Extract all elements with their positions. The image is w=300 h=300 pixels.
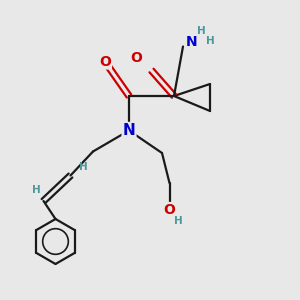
- Text: H: H: [32, 184, 40, 195]
- Text: H: H: [173, 216, 182, 226]
- Text: H: H: [206, 35, 214, 46]
- Text: H: H: [197, 26, 206, 36]
- Text: O: O: [164, 203, 175, 217]
- Text: O: O: [99, 55, 111, 68]
- Text: H: H: [79, 162, 88, 172]
- Text: N: N: [123, 123, 135, 138]
- Text: N: N: [186, 35, 198, 49]
- Text: O: O: [130, 52, 142, 65]
